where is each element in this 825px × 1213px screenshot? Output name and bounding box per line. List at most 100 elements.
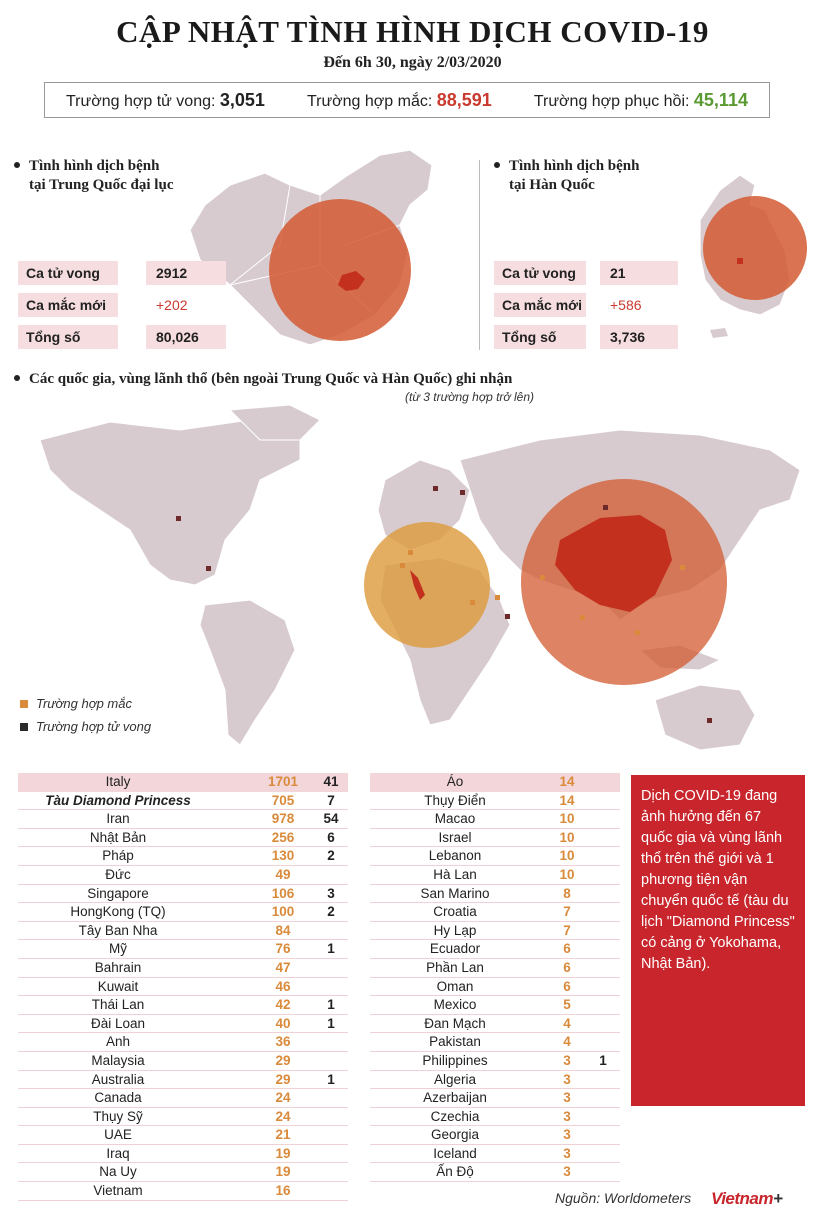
case-count: 42 xyxy=(275,997,291,1013)
stat-label: Ca tử vong xyxy=(494,261,586,285)
table-row: Czechia 3 xyxy=(370,1108,620,1127)
case-marker xyxy=(470,600,475,605)
korea-title-line1: Tình hình dịch bệnh xyxy=(509,158,640,174)
row-divider xyxy=(18,902,348,904)
table-row: HongKong (TQ) 100 2 xyxy=(18,903,348,922)
legend-deaths-label: Trường hợp tử vong xyxy=(36,719,152,734)
table-row: Iceland 3 xyxy=(370,1145,620,1164)
table-row: Anh 36 xyxy=(18,1033,348,1052)
table-row: Ấn Độ 3 xyxy=(370,1163,620,1183)
italy-highlight xyxy=(410,570,425,600)
stat-value: 3,736 xyxy=(600,325,678,349)
row-divider xyxy=(18,957,348,959)
case-count: 19 xyxy=(275,1145,291,1161)
row-divider xyxy=(18,1199,348,1201)
case-count: 8 xyxy=(563,885,571,901)
death-count: 1 xyxy=(327,1071,335,1087)
country-name: Thụy Sỹ xyxy=(93,1108,143,1124)
row-divider xyxy=(370,864,620,866)
case-count: 4 xyxy=(563,1015,571,1031)
case-count: 49 xyxy=(275,866,291,882)
death-marker xyxy=(206,566,211,571)
country-name: Croatia xyxy=(433,904,477,920)
row-divider xyxy=(18,827,348,829)
row-divider xyxy=(370,957,620,959)
stat-value: 2912 xyxy=(146,261,226,285)
table-row: Iraq 19 xyxy=(18,1145,348,1164)
page-title: CẬP NHẬT TÌNH HÌNH DỊCH COVID-19 xyxy=(116,14,709,49)
table-row: Azerbaijan 3 xyxy=(370,1089,620,1108)
country-name: Algeria xyxy=(433,1071,477,1087)
country-name: Ấn Độ xyxy=(436,1164,474,1180)
table-row: Phần Lan 6 xyxy=(370,959,620,978)
country-name: Hy Lạp xyxy=(433,922,477,938)
greenland-shape xyxy=(228,404,321,441)
row-divider xyxy=(18,1050,348,1052)
country-name: Pakistan xyxy=(429,1034,481,1050)
death-marker xyxy=(505,614,510,619)
legend-deaths: Trường hợp tử vong xyxy=(20,719,151,734)
row-divider xyxy=(370,902,620,904)
stat-row: Ca mắc mới +586 xyxy=(494,293,684,317)
row-divider xyxy=(370,1162,620,1164)
country-name: Đức xyxy=(105,866,131,882)
country-name: Thái Lan xyxy=(91,997,145,1013)
deaths-total-label: Trường hợp tử vong: xyxy=(66,92,220,110)
case-count: 14 xyxy=(559,774,575,789)
row-divider xyxy=(370,773,620,792)
case-count: 3 xyxy=(563,1071,571,1087)
bullet-icon xyxy=(14,161,20,168)
country-name: Australia xyxy=(91,1071,145,1087)
country-name: Oman xyxy=(436,978,474,994)
table-row: Ecuador 6 xyxy=(370,940,620,959)
case-count: 24 xyxy=(275,1108,291,1124)
stat-row: Ca tử vong 21 xyxy=(494,261,684,285)
table-row: UAE 21 xyxy=(18,1126,348,1145)
row-divider xyxy=(18,939,348,941)
row-divider xyxy=(18,1088,348,1090)
case-marker xyxy=(495,595,500,600)
country-name: Czechia xyxy=(430,1108,480,1124)
case-marker xyxy=(580,615,585,620)
country-name: UAE xyxy=(104,1127,132,1143)
table-row: Singapore 106 3 xyxy=(18,885,348,904)
case-count: 5 xyxy=(563,997,571,1013)
row-divider xyxy=(18,976,348,978)
death-count: 6 xyxy=(327,829,335,845)
table-row: Đan Mạch 4 xyxy=(370,1015,620,1034)
china-cases-circle xyxy=(269,199,411,341)
case-legend-icon xyxy=(20,699,28,708)
china-title-line2: tại Trung Quốc đại lục xyxy=(29,177,174,193)
case-count: 3 xyxy=(563,1090,571,1106)
korea-section-title: Tình hình dịch bệnh tại Hàn Quốc xyxy=(494,157,640,195)
death-marker xyxy=(603,505,608,510)
country-table-left: Italy 1701 41 Tàu Diamond Princess 705 7 Iran 9… xyxy=(18,773,348,1201)
death-marker xyxy=(707,718,712,723)
case-count: 7 xyxy=(563,904,571,920)
country-name: Israel xyxy=(438,829,472,845)
case-count: 3 xyxy=(563,1127,571,1143)
world-note: (từ 3 trường hợp trở lên) xyxy=(405,390,535,404)
country-name: Thụy Điển xyxy=(424,792,486,808)
row-divider xyxy=(370,1069,620,1071)
death-count: 2 xyxy=(327,904,335,920)
table-row: Australia 29 1 xyxy=(18,1071,348,1090)
case-count: 14 xyxy=(559,792,575,808)
row-divider xyxy=(370,920,620,922)
death-count: 1 xyxy=(327,1015,335,1031)
case-count: 40 xyxy=(275,1015,291,1031)
case-count: 106 xyxy=(271,885,295,901)
logo-plus: + xyxy=(773,1189,783,1208)
legend-cases: Trường hợp mắc xyxy=(20,696,132,711)
row-divider xyxy=(18,1125,348,1127)
case-count: 7 xyxy=(563,922,571,938)
table-row: Thụy Điển 14 xyxy=(370,792,620,811)
country-name: Pháp xyxy=(102,848,134,864)
death-marker xyxy=(176,516,181,521)
table-row: Macao 10 xyxy=(370,810,620,829)
country-name: Canada xyxy=(94,1090,142,1106)
section-divider xyxy=(479,160,480,350)
deaths-total-value: 3,051 xyxy=(219,89,265,110)
hubei-highlight xyxy=(338,271,365,291)
death-count: 1 xyxy=(327,997,335,1013)
